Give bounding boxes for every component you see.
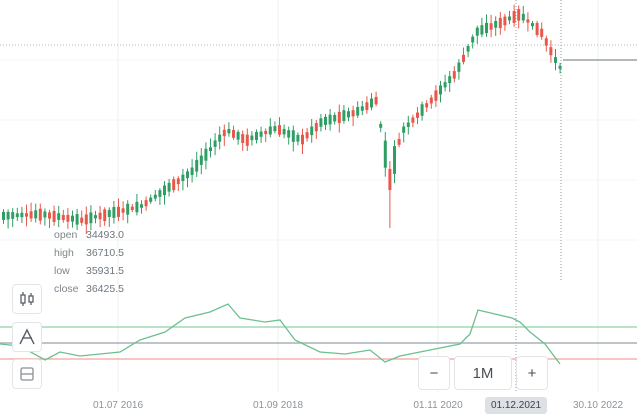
open-label: open (54, 229, 78, 241)
close-label: close (54, 283, 79, 295)
x-axis-label: 30.10 2022 (572, 400, 624, 411)
indicator-icon (19, 328, 35, 345)
close-value: 36425.5 (86, 283, 124, 295)
oscillator-line (0, 303, 561, 365)
layout-button[interactable] (12, 359, 42, 389)
low-label: low (54, 265, 70, 277)
panel-layout-icon (20, 367, 34, 381)
candles-type-button[interactable] (12, 284, 42, 314)
high-label: high (54, 247, 74, 259)
low-value: 35931.5 (86, 265, 124, 277)
high-value: 36710.5 (86, 247, 124, 259)
zoom-in-button[interactable]: + (516, 356, 548, 390)
x-axis-label: 01.07 2016 (92, 400, 144, 411)
candlestick-series (2, 4, 562, 235)
ohlc-readout: open 34493.0 high 36710.5 low 35931.5 close… (54, 226, 124, 298)
indicators-button[interactable] (12, 322, 42, 352)
period-selector[interactable]: 1M (454, 356, 512, 390)
x-axis-label: 01.11 2020 (413, 400, 463, 411)
open-value: 34493.0 (86, 229, 124, 241)
x-axis-label: 01.09 2018 (252, 400, 304, 411)
zoom-out-button[interactable]: − (418, 356, 450, 390)
candlestick-icon (20, 292, 34, 306)
chart-grid (0, 0, 637, 392)
crosshair-date-label: 01.12.2021 (484, 397, 548, 414)
